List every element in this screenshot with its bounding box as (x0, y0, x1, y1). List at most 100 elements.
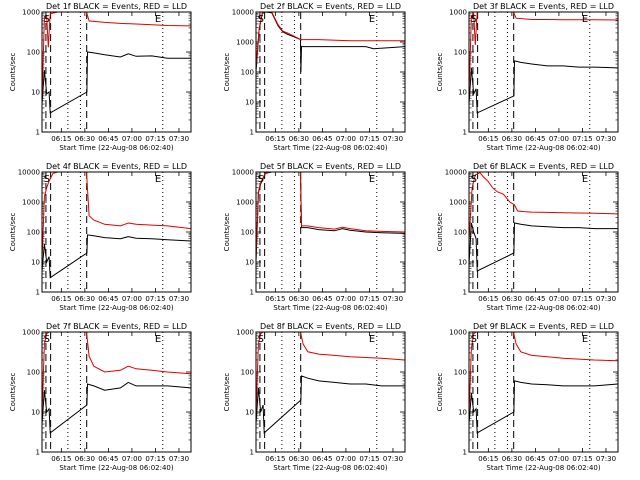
y-tick-label: 100 (27, 229, 40, 237)
start-marker: S (258, 14, 264, 25)
x-tick-label: 06:15 (265, 295, 285, 303)
y-tick-label: 100 (241, 369, 254, 377)
x-tick-label: 06:15 (478, 295, 498, 303)
end-marker: E (155, 14, 161, 25)
x-tick-label: 07:00 (122, 135, 142, 143)
x-tick-label: 06:30 (502, 295, 522, 303)
x-tick-label: 07:15 (145, 455, 165, 463)
x-axis-title: Start Time (22-Aug-08 06:02:40) (486, 144, 600, 152)
start-marker: S (471, 174, 477, 185)
y-tick-label: 100 (454, 369, 467, 377)
y-tick-label: 100 (27, 369, 40, 377)
y-tick-label: 10 (245, 259, 254, 267)
end-marker: E (582, 174, 588, 185)
events-series-line (41, 234, 192, 279)
x-tick-label: 07:30 (169, 455, 189, 463)
x-tick-label: 07:30 (383, 295, 403, 303)
plot-frame (41, 331, 192, 453)
x-tick-label: 07:30 (596, 135, 616, 143)
detector-panel: Det 7f BLACK = Events, RED = LLD 1 10 100 10… (9, 322, 192, 472)
y-axis-title: Counts/sec (223, 213, 231, 252)
y-tick-label: 1000 (236, 199, 254, 207)
x-tick-label: 06:45 (98, 135, 118, 143)
y-tick-label: 1 (463, 449, 467, 457)
y-tick-label: 1 (36, 289, 40, 297)
x-axis-title: Start Time (22-Aug-08 06:02:40) (59, 144, 173, 152)
lld-series-line (255, 171, 406, 260)
y-tick-label: 1 (250, 449, 254, 457)
x-axis-title: Start Time (22-Aug-08 06:02:40) (486, 304, 600, 312)
y-axis-title: Counts/sec (9, 53, 17, 92)
y-tick-label: 1 (250, 129, 254, 137)
x-tick-label: 07:15 (572, 455, 592, 463)
y-tick-label: 1000 (22, 9, 40, 17)
end-marker: E (582, 14, 588, 25)
plot-frame (255, 11, 406, 133)
y-axis-title: Counts/sec (9, 213, 17, 252)
detector-panel: Det 1f BLACK = Events, RED = LLD 1 10 100 10… (9, 2, 192, 152)
x-tick-label: 06:45 (525, 295, 545, 303)
y-tick-label: 100 (241, 229, 254, 237)
y-tick-label: 1000 (236, 39, 254, 47)
detector-panel: Det 8f BLACK = Events, RED = LLD 1 10 100 10… (223, 322, 406, 472)
y-axis-title: Counts/sec (436, 373, 444, 412)
y-tick-label: 1000 (449, 199, 467, 207)
events-series-line (255, 171, 406, 263)
y-tick-label: 100 (27, 49, 40, 57)
x-tick-label: 06:30 (502, 135, 522, 143)
x-tick-label: 07:00 (122, 295, 142, 303)
panel-title: Det 5f BLACK = Events, RED = LLD (260, 162, 401, 171)
x-tick-label: 07:30 (596, 455, 616, 463)
lld-series-line (41, 171, 192, 263)
panel-title: Det 1f BLACK = Events, RED = LLD (46, 2, 187, 11)
lld-series-line (468, 331, 619, 416)
y-tick-label: 1 (36, 129, 40, 137)
events-series-line (41, 51, 191, 114)
x-axis-title: Start Time (22-Aug-08 06:02:40) (273, 144, 387, 152)
y-tick-label: 1000 (449, 9, 467, 17)
panel-title: Det 6f BLACK = Events, RED = LLD (473, 162, 614, 171)
x-tick-label: 07:30 (169, 295, 189, 303)
y-tick-label: 10000 (18, 169, 40, 177)
start-marker: S (44, 174, 50, 185)
x-tick-label: 06:15 (478, 455, 498, 463)
panel-title: Det 7f BLACK = Events, RED = LLD (46, 322, 187, 331)
start-marker: S (471, 334, 477, 345)
detector-panel: Det 2f BLACK = Events, RED = LLD 1 10 100 10… (223, 2, 406, 152)
detector-panel: Det 6f BLACK = Events, RED = LLD 1 10 100 10… (436, 162, 619, 312)
x-tick-label: 06:30 (75, 135, 95, 143)
y-tick-label: 10 (245, 99, 254, 107)
x-tick-label: 06:45 (312, 295, 332, 303)
y-tick-label: 100 (241, 69, 254, 77)
y-tick-label: 1000 (236, 329, 254, 337)
detector-panel: Det 3f BLACK = Events, RED = LLD 1 10 100 10… (436, 2, 619, 152)
y-tick-label: 1 (250, 289, 254, 297)
y-tick-label: 10 (31, 409, 40, 417)
events-series-line (468, 380, 619, 434)
y-tick-label: 10 (458, 409, 467, 417)
x-tick-label: 06:15 (265, 455, 285, 463)
y-axis-title: Counts/sec (436, 53, 444, 92)
end-marker: E (369, 334, 375, 345)
x-tick-label: 06:15 (51, 295, 71, 303)
y-tick-label: 10 (245, 409, 254, 417)
x-tick-label: 07:00 (549, 135, 569, 143)
detector-panel: Det 4f BLACK = Events, RED = LLD 1 10 100 10… (9, 162, 192, 312)
events-series-line (255, 375, 405, 434)
x-tick-label: 06:30 (75, 455, 95, 463)
x-axis-title: Start Time (22-Aug-08 06:02:40) (273, 464, 387, 472)
panel-title: Det 4f BLACK = Events, RED = LLD (46, 162, 187, 171)
plot-frame (468, 171, 619, 293)
events-series-line (468, 222, 618, 272)
y-tick-label: 10000 (232, 169, 254, 177)
end-marker: E (369, 174, 375, 185)
x-tick-label: 06:45 (98, 455, 118, 463)
y-tick-label: 100 (454, 49, 467, 57)
x-axis-title: Start Time (22-Aug-08 06:02:40) (59, 464, 173, 472)
x-tick-label: 07:00 (549, 455, 569, 463)
x-tick-label: 06:45 (525, 455, 545, 463)
end-marker: E (369, 14, 375, 25)
panel-title: Det 8f BLACK = Events, RED = LLD (260, 322, 401, 331)
x-tick-label: 06:30 (289, 455, 309, 463)
